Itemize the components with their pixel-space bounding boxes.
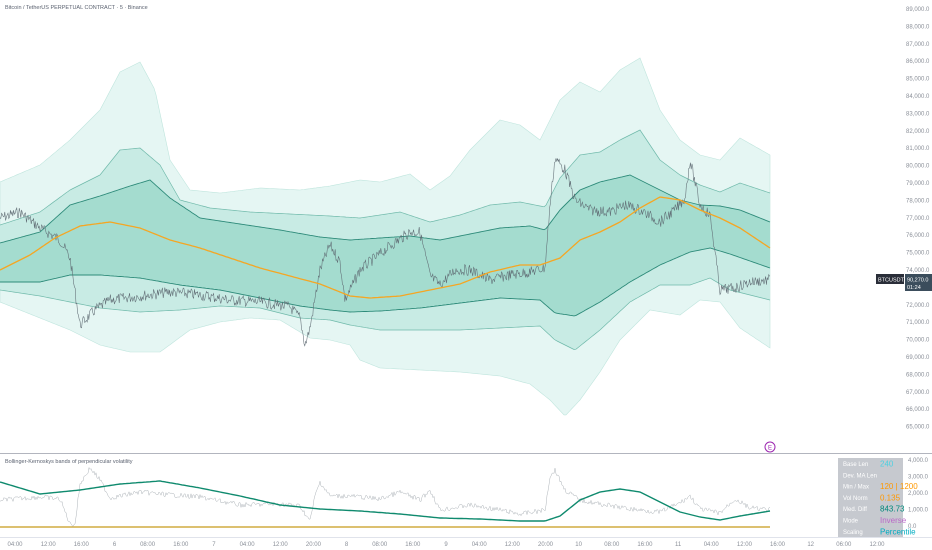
stats-row-value: 843.73 <box>880 505 905 514</box>
price-axis-tick: 79,000.0 <box>906 181 930 187</box>
price-axis-tick: 87,000.0 <box>906 42 930 48</box>
band-inner-lower-line <box>0 247 771 317</box>
time-axis[interactable]: 04:00 12:00 16:00 6 08:00 16:00 7 04:00 12:00 20:… <box>7 542 885 548</box>
price-axis-tick: 66,000.0 <box>906 407 930 413</box>
stats-row-value: Percentile <box>880 527 916 536</box>
price-axis-tick: 71,000.0 <box>906 320 930 326</box>
stats-row-value: 120 | 1200 <box>880 482 918 491</box>
time-axis-tick: 12 <box>807 542 814 548</box>
time-axis-tick: 16:00 <box>770 542 786 548</box>
basis-line <box>0 196 771 299</box>
price-axis-tick: 86,000.0 <box>906 59 930 65</box>
time-axis-tick: 7 <box>212 542 216 548</box>
stats-row-value: 0.135 <box>880 493 901 502</box>
time-axis-tick: 12:00 <box>505 542 521 548</box>
oscillator-axis-tick: 3,000.0 <box>908 475 929 481</box>
time-axis-tick: 20:00 <box>538 542 554 548</box>
stats-row-label: Mode <box>843 519 859 525</box>
price-axis-tick: 75,000.0 <box>906 251 930 257</box>
price-axis-tick: 74,000.0 <box>906 268 930 274</box>
oscillator-axis-tick: 0.0 <box>908 524 917 530</box>
price-tag-symbol-bg <box>876 274 904 284</box>
time-axis-tick: 6 <box>113 542 117 548</box>
price-tag-symbol: BTCUSDT.P <box>878 278 909 284</box>
price-tag-value-bg <box>905 274 932 291</box>
price-axis-tick: 82,000.0 <box>906 129 930 135</box>
band-middle-lower-line <box>0 277 771 350</box>
price-series-line <box>0 158 770 347</box>
price-axis-tick: 69,000.0 <box>906 355 930 361</box>
time-axis-tick: 08:00 <box>604 542 620 548</box>
band-middle-upper-line <box>0 129 771 226</box>
time-axis-tick: 11 <box>675 542 682 548</box>
stats-row-label: Min / Max <box>843 485 869 491</box>
time-axis-tick: 12:00 <box>737 542 753 548</box>
time-axis-tick: 08:00 <box>372 542 388 548</box>
time-axis-tick: 04:00 <box>472 542 488 548</box>
price-axis-tick: 85,000.0 <box>906 77 930 83</box>
time-axis-tick: 04:00 <box>704 542 720 548</box>
price-axis-tick: 81,000.0 <box>906 146 930 152</box>
stats-row-label: Vol Norm <box>843 496 868 502</box>
time-axis-tick: 04:00 <box>240 542 256 548</box>
price-tag-countdown: 01:24 <box>907 285 921 291</box>
oscillator-volatility-line <box>0 466 771 527</box>
time-axis-tick: 12:00 <box>273 542 289 548</box>
event-marker-icon[interactable]: E <box>764 441 776 453</box>
indicator-title: Bollinger-Kernoskys bands of perpendicul… <box>5 459 133 465</box>
stats-row-label: Base Len <box>843 462 868 468</box>
oscillator-axis-tick: 1,000.0 <box>908 508 929 514</box>
time-axis-tick: 06:00 <box>836 542 852 548</box>
oscillator-axis-tick: 4,000.0 <box>908 458 929 464</box>
price-axis-tick: 72,000.0 <box>906 303 930 309</box>
price-axis-tick: 68,000.0 <box>906 372 930 378</box>
time-axis-tick: 04:00 <box>7 542 23 548</box>
price-axis-tick: 89,000.0 <box>906 7 930 13</box>
oscillator-axis[interactable]: 4,000.0 3,000.0 2,000.0 1,000.0 0.0 <box>908 458 929 530</box>
price-axis-tick: 70,000.0 <box>906 338 930 344</box>
stats-row-label: Med. Diff <box>843 507 867 513</box>
price-axis-tick: 83,000.0 <box>906 111 930 117</box>
price-axis-tick: 88,000.0 <box>906 24 930 30</box>
time-axis-tick: 16:00 <box>637 542 653 548</box>
price-axis-tick: 76,000.0 <box>906 233 930 239</box>
time-axis-tick: 16:00 <box>173 542 189 548</box>
main-pane[interactable] <box>0 57 771 416</box>
time-axis-tick: 9 <box>444 542 448 548</box>
stats-table-bg <box>838 458 903 538</box>
price-axis-tick: 84,000.0 <box>906 94 930 100</box>
time-axis-tick: 16:00 <box>74 542 90 548</box>
time-axis-tick: 10 <box>575 542 582 548</box>
price-axis-tick: 80,000.0 <box>906 164 930 170</box>
stats-row-value: Inverse <box>880 516 907 525</box>
chart-title: Bitcoin / TetherUS PERPETUAL CONTRACT · … <box>5 5 148 11</box>
price-axis-tick: 67,000.0 <box>906 390 930 396</box>
oscillator-main-line <box>0 480 771 522</box>
band-inner-upper-line <box>0 174 771 244</box>
price-tag-price: 90,270.0 <box>907 278 928 284</box>
price-axis-tick: 65,000.0 <box>906 425 930 431</box>
price-axis-tick: 77,000.0 <box>906 216 930 222</box>
time-axis-tick: 8 <box>345 542 349 548</box>
time-axis-tick: 12:00 <box>869 542 885 548</box>
time-axis-tick: 16:00 <box>405 542 421 548</box>
band-inner-area <box>0 175 770 316</box>
price-axis-tick: 78,000.0 <box>906 198 930 204</box>
stats-row-label: Scaling <box>843 530 863 536</box>
oscillator-pane[interactable] <box>0 466 771 528</box>
event-marker-glyph: E <box>768 446 772 452</box>
time-axis-tick: 12:00 <box>41 542 57 548</box>
oscillator-axis-tick: 2,000.0 <box>908 491 929 497</box>
price-axis[interactable]: 89,000.0 88,000.0 87,000.0 86,000.0 85,000.0… <box>906 7 930 431</box>
price-tag: BTCUSDT.P 90,270.0 01:24 <box>876 274 932 291</box>
time-axis-tick: 08:00 <box>140 542 156 548</box>
stats-row-label: Dev. MA Len <box>843 473 877 479</box>
stats-row-value: 240 <box>880 460 894 469</box>
time-axis-tick: 20:00 <box>306 542 322 548</box>
